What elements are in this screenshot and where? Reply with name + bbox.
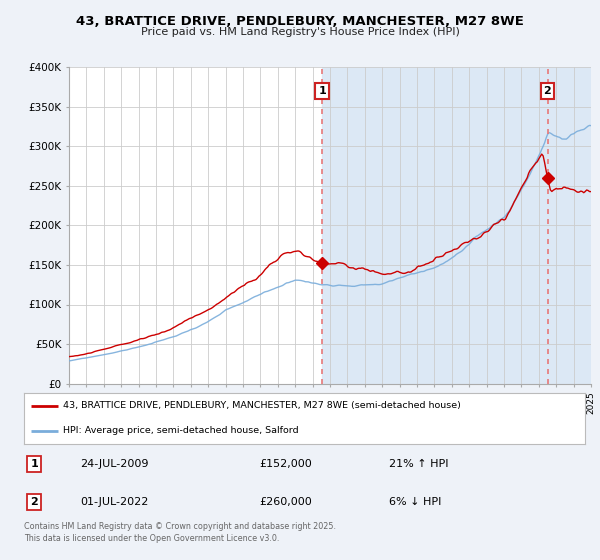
Text: 43, BRATTICE DRIVE, PENDLEBURY, MANCHESTER, M27 8WE (semi-detached house): 43, BRATTICE DRIVE, PENDLEBURY, MANCHEST… — [63, 401, 461, 410]
Text: 1: 1 — [319, 86, 326, 96]
Text: £260,000: £260,000 — [260, 497, 313, 507]
Text: £152,000: £152,000 — [260, 459, 313, 469]
Text: 2: 2 — [30, 497, 38, 507]
Text: 21% ↑ HPI: 21% ↑ HPI — [389, 459, 448, 469]
Text: 6% ↓ HPI: 6% ↓ HPI — [389, 497, 441, 507]
Text: 01-JUL-2022: 01-JUL-2022 — [80, 497, 148, 507]
Text: Contains HM Land Registry data © Crown copyright and database right 2025.
This d: Contains HM Land Registry data © Crown c… — [24, 522, 336, 543]
Bar — [322, 67, 599, 384]
Text: 2: 2 — [544, 86, 551, 96]
Text: 43, BRATTICE DRIVE, PENDLEBURY, MANCHESTER, M27 8WE: 43, BRATTICE DRIVE, PENDLEBURY, MANCHEST… — [76, 15, 524, 28]
Text: 24-JUL-2009: 24-JUL-2009 — [80, 459, 149, 469]
Text: Price paid vs. HM Land Registry's House Price Index (HPI): Price paid vs. HM Land Registry's House … — [140, 27, 460, 38]
Text: 1: 1 — [30, 459, 38, 469]
Text: HPI: Average price, semi-detached house, Salford: HPI: Average price, semi-detached house,… — [63, 426, 299, 436]
